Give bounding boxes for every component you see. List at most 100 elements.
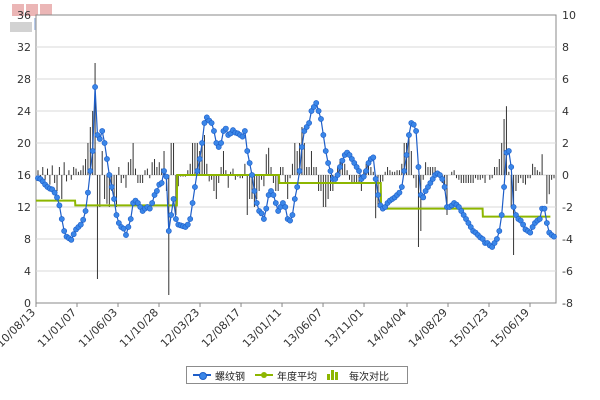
price-point (246, 160, 253, 166)
price-point (401, 168, 408, 174)
legend-swatch-diff (327, 370, 345, 380)
price-point (168, 212, 175, 218)
price-point (406, 132, 412, 138)
price-point (260, 216, 267, 222)
price-point (56, 202, 63, 209)
legend-item-avg[interactable]: 年度平均 (255, 368, 317, 383)
price-point (80, 216, 87, 223)
price-point (113, 212, 120, 218)
y-left-tick-label: 16 (17, 169, 31, 182)
y-right-tick-label: -2 (562, 201, 573, 214)
y-right-tick-label: 8 (562, 41, 569, 54)
price-point (339, 157, 346, 164)
x-tick-label: 13/11/01 (322, 306, 366, 350)
x-tick-label: 12/03/23 (158, 306, 202, 350)
price-point (282, 204, 289, 210)
price-point (299, 144, 305, 150)
price-point (201, 120, 208, 126)
legend-item-diff[interactable]: 每次对比 (327, 368, 389, 383)
price-point (208, 120, 215, 126)
price-point (296, 168, 303, 174)
price-point (505, 148, 512, 154)
y-left-tick-label: 32 (17, 41, 31, 54)
price-point (101, 140, 108, 146)
price-point (287, 217, 293, 224)
x-tick-label: 13/06/07 (281, 306, 325, 350)
price-point (313, 100, 320, 106)
price-point (61, 228, 68, 234)
price-point (496, 228, 503, 234)
x-tick-label: 12/08/17 (199, 306, 243, 350)
price-point (99, 128, 106, 134)
price-point (291, 196, 298, 202)
legend-swatch-price (193, 370, 211, 380)
price-point (161, 168, 167, 174)
y-right-tick-label: 4 (562, 105, 569, 118)
y-left-tick-label: 36 (17, 9, 31, 22)
price-point (251, 188, 258, 194)
price-point (244, 148, 251, 154)
price-point (272, 200, 279, 206)
price-point (87, 168, 94, 174)
price-point (127, 216, 134, 222)
price-point (372, 176, 379, 182)
price-point (51, 189, 58, 196)
y-right-tick-label: -6 (562, 265, 573, 278)
price-point (403, 152, 410, 158)
price-point (194, 168, 201, 174)
chart-legend: 螺纹钢 年度平均 每次对比 (186, 366, 408, 384)
price-point (58, 216, 65, 222)
price-point (253, 200, 260, 206)
price-point (189, 200, 196, 206)
price-point (170, 196, 177, 202)
price-point (543, 220, 550, 226)
price-point (370, 154, 377, 161)
price-point (441, 184, 448, 190)
price-point (173, 216, 179, 222)
x-tick-label: 14/04/04 (365, 306, 409, 350)
y-left-tick-label: 4 (24, 265, 31, 278)
price-point (199, 140, 205, 146)
price-point (527, 229, 534, 236)
price-point (375, 192, 381, 198)
legend-item-price[interactable]: 螺纹钢 (193, 368, 245, 383)
price-point (125, 224, 132, 230)
price-point (360, 173, 367, 180)
price-point (187, 216, 194, 222)
price-point (494, 236, 500, 242)
price-point (508, 164, 515, 170)
y-right-tick-label: -4 (562, 233, 573, 246)
y-right-tick-label: 10 (562, 9, 576, 22)
price-point (289, 212, 296, 218)
price-point (192, 184, 198, 190)
price-point (239, 133, 246, 140)
y-left-tick-label: 28 (17, 73, 31, 86)
legend-label-diff: 每次对比 (349, 371, 389, 383)
y-right-tick-label: -8 (562, 297, 573, 310)
price-point (241, 128, 248, 134)
price-point (398, 184, 405, 190)
x-tick-label: 11/10/28 (117, 306, 161, 350)
price-point (82, 208, 89, 214)
price-point (396, 189, 403, 196)
price-point (158, 180, 165, 186)
price-point (520, 221, 526, 228)
x-tick-label: 10/08/13 (0, 306, 38, 350)
price-point (163, 173, 170, 180)
x-tick-label: 13/01/11 (240, 306, 284, 350)
legend-label-price: 螺纹钢 (215, 371, 245, 383)
price-point (541, 205, 548, 212)
price-point (184, 221, 191, 228)
price-point (196, 156, 203, 162)
price-point (334, 172, 341, 178)
price-point (92, 84, 98, 90)
price-point (70, 231, 77, 238)
x-tick-label: 15/01/23 (447, 306, 491, 350)
price-point (96, 136, 103, 142)
price-point (153, 188, 160, 194)
price-point (270, 192, 277, 198)
avg-line (36, 174, 551, 218)
price-point (165, 228, 172, 234)
price-point (211, 128, 217, 134)
